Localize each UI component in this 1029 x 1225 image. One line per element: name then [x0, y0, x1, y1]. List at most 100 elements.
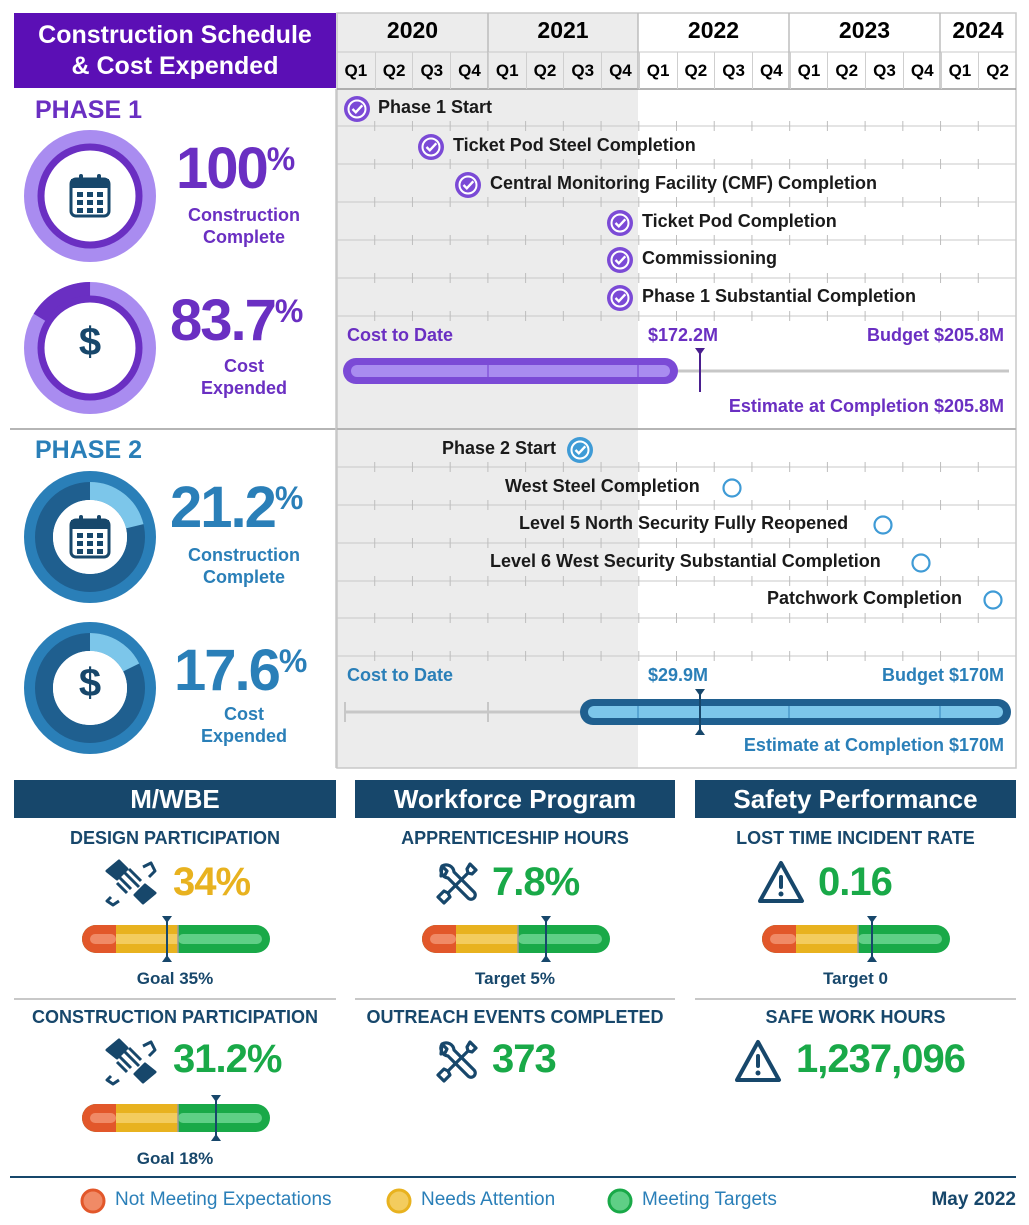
phase2-cost-pct: 17.6% — [174, 638, 308, 703]
phase1-cost-to-date-value: $172.2M — [648, 325, 719, 345]
handshake-icon — [105, 1038, 157, 1086]
lost-time-incident-rate-value: 0.16 — [818, 860, 893, 904]
page-title: Construction Schedule & Cost Expended — [14, 13, 336, 88]
divider — [14, 998, 336, 1000]
quarter-label: Q2 — [374, 52, 413, 89]
phase1-cost-to-date-label: Cost to Date — [347, 325, 454, 345]
construction-participation-value: 31.2% — [173, 1037, 282, 1081]
check-circle-icon — [607, 247, 633, 273]
phase1-construction-label: Construction Complete — [188, 205, 300, 247]
quarter-label: Q4 — [902, 52, 941, 89]
design-participation-value: 34% — [173, 860, 251, 904]
year-label: 2022 — [687, 17, 740, 43]
year-label: 2020 — [386, 17, 439, 43]
lost-time-incident-rate-gauge — [762, 916, 950, 962]
design-participation-goal: Goal 35% — [136, 969, 214, 988]
schedule-grid — [10, 12, 1017, 769]
handshake-icon — [105, 859, 157, 907]
apprenticeship-hours-gauge — [422, 916, 610, 962]
quarter-label: Q1 — [940, 52, 979, 89]
quarter-label: Q2 — [676, 52, 715, 89]
check-circle-icon — [607, 210, 633, 236]
phase1-budget: Budget $205.8M — [866, 325, 1004, 345]
phase2-budget: Budget $170M — [881, 665, 1004, 685]
workforce-header: Workforce Program — [355, 780, 675, 818]
quarter-label: Q1 — [487, 52, 526, 89]
phase2-cost-to-date-label: Cost to Date — [347, 665, 454, 685]
legend-swatch-yellow — [386, 1188, 412, 1214]
apprenticeship-hours-value: 7.8% — [492, 860, 580, 904]
apprenticeship-hours-target: Target 5% — [475, 969, 555, 988]
calendar-icon — [69, 174, 111, 218]
check-circle-icon — [455, 172, 481, 198]
mwbe-header: M/WBE — [14, 780, 336, 818]
tools-icon — [436, 862, 478, 905]
quarter-label: Q4 — [751, 52, 790, 89]
phase2-construction-pct: 21.2% — [170, 475, 304, 540]
check-circle-icon — [344, 96, 370, 122]
phase1-cost-label: Cost Expended — [200, 356, 288, 398]
legend-swatch-red — [80, 1188, 106, 1214]
check-circle-icon — [607, 285, 633, 311]
phase2-cost-label: Cost Expended — [200, 704, 288, 746]
outreach-events-title: OUTREACH EVENTS COMPLETED — [366, 1007, 664, 1027]
year-label: 2023 — [838, 17, 891, 43]
pending-circle-icon — [722, 478, 742, 498]
phase2-estimate: Estimate at Completion $170M — [743, 735, 1004, 755]
lost-time-incident-rate-title: LOST TIME INCIDENT RATE — [736, 828, 975, 848]
quarter-label: Q2 — [827, 52, 865, 89]
quarter-label: Q3 — [865, 52, 903, 89]
lost-time-incident-rate-target: Target 0 — [823, 969, 888, 988]
safety-header: Safety Performance — [695, 780, 1016, 818]
safe-work-hours-value: 1,237,096 — [796, 1037, 966, 1081]
legend-swatch-green — [607, 1188, 633, 1214]
quarter-label: Q3 — [412, 52, 450, 89]
pending-circle-icon — [873, 515, 893, 535]
design-participation-gauge — [82, 916, 270, 962]
phase1-construction-pct: 100% — [176, 136, 296, 201]
quarter-label: Q2 — [978, 52, 1016, 89]
outreach-events-value: 373 — [492, 1037, 557, 1081]
quarter-label: Q3 — [714, 52, 752, 89]
dollar-icon: $ — [78, 661, 102, 705]
quarter-label: Q1 — [638, 52, 677, 89]
divider — [355, 998, 675, 1000]
construction-participation-gauge — [82, 1095, 270, 1141]
phase1-estimate: Estimate at Completion $205.8M — [728, 396, 1004, 416]
calendar-icon — [69, 515, 111, 559]
quarter-label: Q1 — [344, 61, 368, 80]
phase2-cost-to-date-value: $29.9M — [648, 665, 709, 685]
tools-icon — [436, 1040, 478, 1083]
report-date: May 2022 — [931, 1189, 1016, 1210]
safe-work-hours-title: SAFE WORK HOURS — [765, 1007, 946, 1027]
phase2-label: PHASE 2 — [35, 436, 142, 464]
warning-icon — [758, 861, 804, 903]
quarter-label: Q4 — [601, 52, 639, 89]
phase2-cost-donut — [24, 622, 156, 754]
construction-participation-title: CONSTRUCTION PARTICIPATION — [32, 1007, 318, 1027]
footer-rule — [10, 1176, 1016, 1178]
phase1-cost-pct: 83.7% — [170, 288, 304, 353]
dollar-icon: $ — [78, 320, 102, 364]
divider — [695, 998, 1016, 1000]
year-label: 2021 — [537, 17, 589, 43]
design-participation-title: DESIGN PARTICIPATION — [69, 828, 280, 848]
phase1-cost-donut — [24, 282, 156, 414]
warning-icon — [735, 1040, 781, 1082]
phase1-label: PHASE 1 — [35, 96, 142, 124]
phase2-cost-bar — [344, 689, 1011, 735]
year-label: 2024 — [952, 17, 1004, 43]
quarter-label: Q1 — [789, 52, 828, 89]
check-circle-icon — [567, 437, 593, 463]
timeline-header: 2020 2021 2022 2023 2024 Q1 Q2 Q3 Q4 Q1 Q2 Q3 Q… — [337, 13, 1016, 89]
check-circle-icon — [418, 134, 444, 160]
pending-circle-icon — [983, 590, 1003, 610]
pending-circle-icon — [911, 553, 931, 573]
quarter-label: Q4 — [450, 52, 488, 89]
quarter-label: Q3 — [563, 52, 601, 89]
phase1-cost-bar — [343, 348, 1009, 392]
phase2-construction-label: Construction Complete — [188, 545, 300, 587]
construction-participation-goal: Goal 18% — [136, 1149, 214, 1168]
quarter-label: Q2 — [525, 52, 564, 89]
apprenticeship-hours-title: APPRENTICESHIP HOURS — [401, 828, 629, 848]
